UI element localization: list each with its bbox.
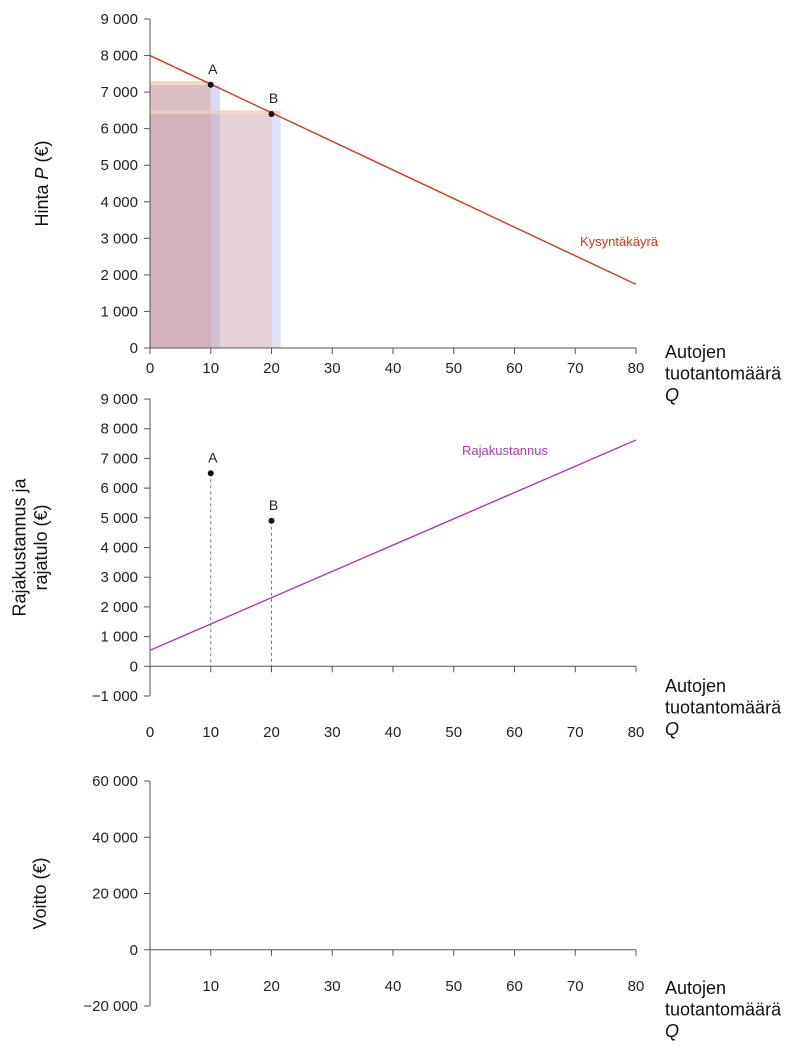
y-tick-label: −1 000 <box>92 688 138 705</box>
x-tick-label: 10 <box>202 360 219 377</box>
y-tick-label: 2 000 <box>100 267 138 284</box>
y-axis-label: Rajakustannus jarajatulo (€) <box>9 477 51 616</box>
chart-panel-1: 0 1 000 2 000 3 000 4 000 5 000 6 000 7 000 8 00… <box>32 11 782 405</box>
x-tick-label: 60 <box>506 724 523 741</box>
x-tick-label: 80 <box>628 360 645 377</box>
y-tick-label: 3 000 <box>100 230 138 247</box>
x-tick-label: 70 <box>567 360 584 377</box>
chart-panel-3: −20 000 0 20 000 40 000 60 000 10 20 30 40 50 60 70… <box>30 773 782 1041</box>
series-line-1 <box>149 54 637 286</box>
x-tick-label: 20 <box>263 724 280 741</box>
y-tick-label: 0 <box>130 340 138 357</box>
x-tick-label: 30 <box>324 360 341 377</box>
chart-panel-2: −1 000 0 1 000 2 000 3 000 4 000 5 000 6 000 7 0… <box>9 391 782 741</box>
y-tick-label: 6 000 <box>100 121 138 138</box>
revenue-area-3 <box>150 114 272 349</box>
x-tick-label: 50 <box>445 360 462 377</box>
x-axis-label: Autojen tuotantomäärä Q <box>665 676 782 739</box>
x-tick-label: 0 <box>146 724 154 741</box>
x-tick-label: 40 <box>385 978 402 995</box>
x-axis-label: Autojen tuotantomäärä Q <box>665 978 782 1041</box>
point-label-A: A <box>208 449 218 465</box>
y-tick-label: 4 000 <box>100 194 138 211</box>
x-tick-label: 20 <box>263 978 280 995</box>
y-axis-label: Voitto (€) <box>30 857 50 929</box>
x-tick-label: 10 <box>202 724 219 741</box>
revenue-area-5 <box>150 81 211 85</box>
point-B <box>268 517 275 524</box>
x-tick-label: 60 <box>506 360 523 377</box>
x-axis-label: Autojen tuotantomäärä Q <box>665 342 782 405</box>
revenue-area-4 <box>271 114 281 349</box>
revenue-area-6 <box>150 110 281 115</box>
x-tick-label: 30 <box>324 978 341 995</box>
y-tick-label: 60 000 <box>92 773 138 790</box>
x-tick-label: 50 <box>445 724 462 741</box>
y-tick-label: 5 000 <box>100 510 138 527</box>
point-A <box>207 81 214 88</box>
y-tick-label: 1 000 <box>100 303 138 320</box>
y-tick-label: 0 <box>130 942 138 959</box>
x-tick-label: 30 <box>324 724 341 741</box>
x-tick-label: 40 <box>385 724 402 741</box>
x-tick-label: 80 <box>628 978 645 995</box>
x-tick-label: 70 <box>567 978 584 995</box>
x-tick-label: 70 <box>567 724 584 741</box>
y-tick-label: 5 000 <box>100 157 138 174</box>
point-label-A: A <box>208 61 218 77</box>
point-A <box>207 470 214 477</box>
y-tick-label: 7 000 <box>100 84 138 101</box>
x-tick-label: 40 <box>385 360 402 377</box>
y-axis-label: Hinta P (€) <box>32 140 52 226</box>
y-tick-label: 3 000 <box>100 569 138 586</box>
y-tick-label: 4 000 <box>100 540 138 557</box>
x-tick-label: 50 <box>445 978 462 995</box>
y-tick-label: −20 000 <box>83 998 138 1015</box>
point-label-B: B <box>269 497 278 513</box>
x-tick-label: 80 <box>628 724 645 741</box>
y-tick-label: 6 000 <box>100 480 138 497</box>
x-tick-label: 0 <box>146 360 154 377</box>
point-label-B: B <box>269 90 278 106</box>
y-tick-label: 40 000 <box>92 829 138 846</box>
y-tick-label: 0 <box>130 658 138 675</box>
y-tick-label: 8 000 <box>100 48 138 65</box>
series-line-1 <box>149 439 637 651</box>
y-tick-label: 2 000 <box>100 599 138 616</box>
y-tick-label: 9 000 <box>100 391 138 408</box>
x-tick-label: 10 <box>202 978 219 995</box>
x-tick-label: 20 <box>263 360 280 377</box>
y-tick-label: 7 000 <box>100 450 138 467</box>
series-label-1: Rajakustannus <box>462 443 548 458</box>
x-tick-label: 60 <box>506 978 523 995</box>
y-tick-label: 8 000 <box>100 421 138 438</box>
point-B <box>268 111 275 118</box>
y-tick-label: 1 000 <box>100 629 138 646</box>
y-tick-label: 9 000 <box>100 11 138 28</box>
y-tick-label: 20 000 <box>92 886 138 903</box>
series-label-1: Kysyntäkäyrä <box>580 234 659 249</box>
